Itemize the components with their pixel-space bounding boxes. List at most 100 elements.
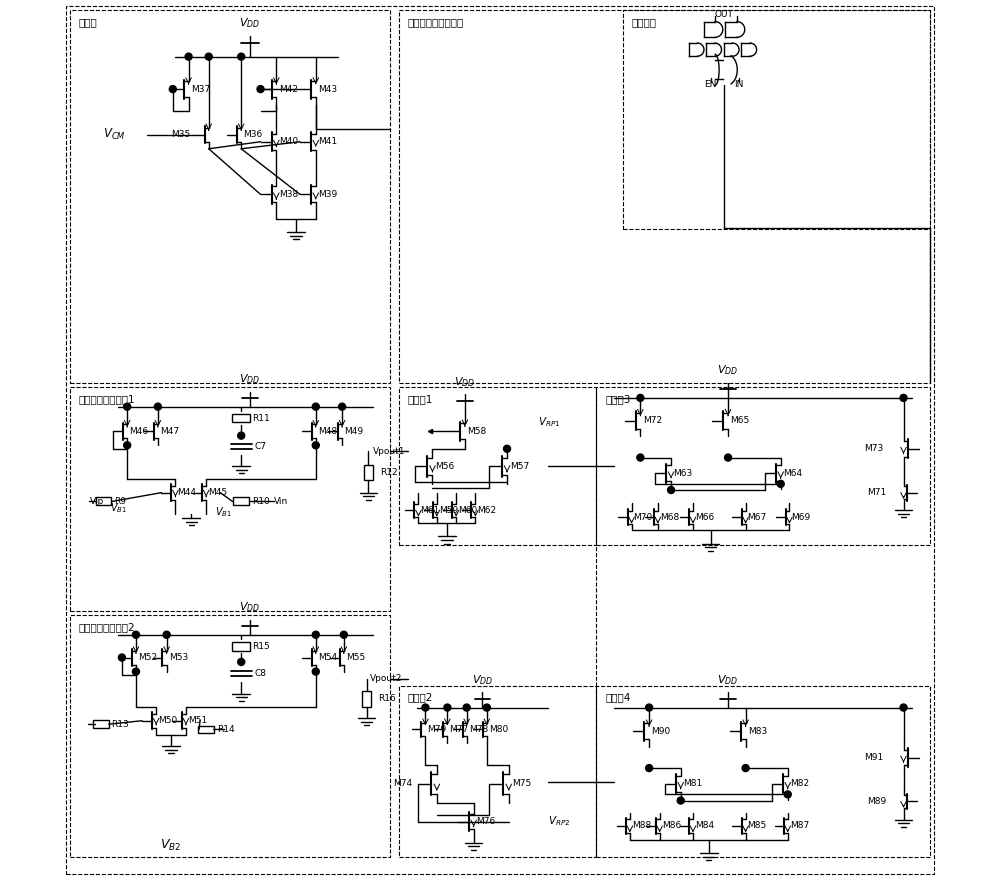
Text: 比较器4: 比较器4	[605, 693, 631, 702]
Bar	[198, 725, 214, 733]
Text: M73: M73	[864, 444, 883, 453]
Circle shape	[238, 432, 245, 439]
Text: M66: M66	[695, 513, 714, 522]
Text: $V_{DD}$: $V_{DD}$	[239, 17, 261, 30]
Text: R15: R15	[253, 642, 270, 650]
Text: M77: M77	[449, 725, 469, 734]
Circle shape	[483, 704, 490, 711]
Circle shape	[668, 487, 675, 494]
Text: M88: M88	[632, 821, 651, 831]
Circle shape	[205, 53, 212, 60]
Circle shape	[257, 85, 264, 92]
Text: 译码单元: 译码单元	[632, 18, 657, 27]
Text: 平均功率检测电路2: 平均功率检测电路2	[79, 622, 136, 633]
Circle shape	[154, 403, 161, 410]
Circle shape	[677, 797, 684, 804]
Bar	[399, 686, 596, 857]
Text: M69: M69	[791, 513, 811, 522]
Bar	[364, 465, 373, 480]
Text: $V_{B2}$: $V_{B2}$	[160, 838, 182, 853]
Text: 功率检测和控制部分: 功率检测和控制部分	[408, 18, 464, 27]
Text: $V_{B1}$: $V_{B1}$	[110, 502, 127, 516]
Circle shape	[238, 658, 245, 665]
Text: M80: M80	[489, 725, 508, 734]
Text: IN: IN	[734, 80, 743, 89]
Text: M53: M53	[169, 653, 188, 662]
Text: M36: M36	[243, 130, 263, 139]
Text: R12: R12	[380, 468, 397, 477]
Circle shape	[124, 403, 131, 410]
Bar	[96, 497, 111, 505]
Text: M68: M68	[660, 513, 679, 522]
Circle shape	[637, 394, 644, 401]
Text: 比较器3: 比较器3	[605, 394, 631, 405]
Circle shape	[900, 394, 907, 401]
Circle shape	[132, 668, 139, 675]
Bar	[70, 615, 390, 857]
Bar	[232, 642, 250, 650]
Text: M62: M62	[477, 506, 497, 515]
Circle shape	[312, 668, 319, 675]
Text: M89: M89	[867, 797, 886, 806]
Text: M40: M40	[279, 137, 298, 146]
Text: $V_{DD}$: $V_{DD}$	[239, 372, 261, 386]
Text: M54: M54	[318, 653, 337, 662]
Text: M58: M58	[467, 427, 487, 436]
Text: M50: M50	[158, 716, 177, 725]
Text: OUT: OUT	[714, 10, 733, 19]
Text: M90: M90	[651, 727, 671, 736]
Text: M44: M44	[178, 488, 197, 497]
Text: 放大器: 放大器	[79, 18, 98, 27]
Text: M48: M48	[318, 427, 337, 436]
Text: Vip: Vip	[89, 497, 104, 506]
Text: M56: M56	[435, 462, 454, 471]
Circle shape	[463, 704, 470, 711]
Text: M63: M63	[673, 469, 693, 478]
Text: 比较器2: 比较器2	[408, 693, 433, 702]
Text: M42: M42	[279, 84, 298, 93]
Text: M35: M35	[171, 130, 191, 139]
Text: R16: R16	[378, 694, 396, 703]
Circle shape	[422, 704, 429, 711]
Circle shape	[444, 704, 451, 711]
Text: M59: M59	[439, 506, 458, 515]
Text: M67: M67	[748, 513, 767, 522]
Bar	[70, 387, 390, 611]
Circle shape	[124, 442, 131, 449]
Text: $V_{RP1}$: $V_{RP1}$	[538, 415, 560, 429]
Text: Vpout2: Vpout2	[370, 674, 403, 683]
Text: M46: M46	[129, 427, 148, 436]
Text: M71: M71	[867, 488, 886, 497]
Text: $V_{RP2}$: $V_{RP2}$	[548, 815, 571, 828]
Text: M75: M75	[512, 780, 531, 788]
Text: M87: M87	[790, 821, 809, 831]
Circle shape	[312, 442, 319, 449]
Text: M41: M41	[318, 137, 337, 146]
Circle shape	[777, 480, 784, 488]
Text: M81: M81	[683, 780, 702, 788]
Circle shape	[340, 631, 347, 638]
Circle shape	[185, 53, 192, 60]
Text: $V_{CM}$: $V_{CM}$	[103, 128, 125, 143]
Text: M65: M65	[730, 416, 750, 425]
Text: M55: M55	[346, 653, 365, 662]
Text: M61: M61	[420, 506, 440, 515]
Text: M39: M39	[318, 190, 337, 199]
Circle shape	[118, 654, 125, 661]
Circle shape	[725, 454, 732, 461]
Text: M52: M52	[138, 653, 157, 662]
Text: 平均功率检测电路1: 平均功率检测电路1	[79, 394, 136, 405]
Text: M72: M72	[643, 416, 662, 425]
Bar	[399, 387, 596, 546]
Text: Vpout1: Vpout1	[373, 447, 405, 456]
Text: M79: M79	[427, 725, 447, 734]
Text: R10: R10	[252, 497, 270, 506]
Text: R11: R11	[253, 414, 270, 422]
Text: M76: M76	[476, 818, 495, 826]
Text: M78: M78	[469, 725, 488, 734]
Bar	[596, 686, 930, 857]
Text: M47: M47	[160, 427, 179, 436]
Circle shape	[637, 454, 644, 461]
Text: R9: R9	[114, 497, 126, 506]
Circle shape	[504, 445, 511, 452]
